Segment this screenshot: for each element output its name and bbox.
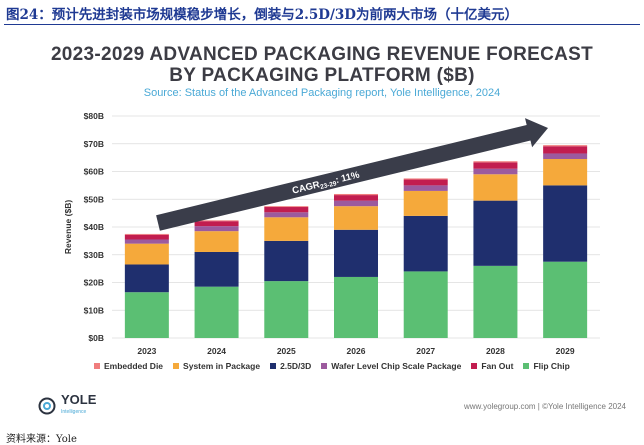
x-tick-label: 2024 bbox=[207, 346, 226, 356]
legend-label: System in Package bbox=[183, 361, 261, 371]
x-tick-label: 2028 bbox=[486, 346, 505, 356]
chart-title-line-2: BY PACKAGING PLATFORM ($B) bbox=[169, 65, 475, 86]
y-tick-label: $60B bbox=[84, 167, 104, 177]
bar-segment bbox=[194, 231, 239, 252]
bar-segment bbox=[473, 265, 518, 338]
bar-segment bbox=[543, 159, 588, 186]
x-tick-label: 2026 bbox=[347, 346, 366, 356]
x-tick-label: 2027 bbox=[416, 346, 435, 356]
legend-item: Wafer Level Chip Scale Package bbox=[321, 361, 461, 371]
legend-swatch bbox=[270, 363, 277, 369]
legend-item: Flip Chip bbox=[523, 361, 570, 371]
bar-segment bbox=[124, 243, 169, 265]
legend-swatch bbox=[94, 363, 100, 369]
x-tick-label: 2025 bbox=[277, 346, 296, 356]
y-tick-label: $40B bbox=[84, 222, 104, 232]
cagr-arrow-shape bbox=[156, 118, 548, 231]
logo-subtext: Intelligence bbox=[61, 409, 87, 415]
x-tick-label: 2029 bbox=[556, 346, 575, 356]
bar-segment bbox=[264, 217, 309, 241]
yole-logo-icon bbox=[38, 397, 56, 415]
bar-segment bbox=[264, 206, 309, 208]
bar-segment bbox=[403, 190, 448, 216]
footer-credit: www.yolegroup.com | ©Yole Intelligence 2… bbox=[464, 402, 626, 411]
bar-segment bbox=[124, 234, 169, 240]
bar-segment bbox=[124, 239, 169, 244]
bar-segment bbox=[543, 185, 588, 262]
legend-swatch bbox=[321, 363, 328, 369]
bar-segment bbox=[334, 193, 378, 196]
figure-title: 图24：预计先进封装市场规模稳步增长，倒装与2.5D/3D为前两大市场（十亿美元… bbox=[6, 7, 519, 23]
bar-segment bbox=[124, 264, 169, 293]
legend-label: Flip Chip bbox=[533, 361, 570, 371]
bar-segment bbox=[264, 240, 309, 282]
y-tick-label: $50B bbox=[84, 194, 104, 204]
bar-segment bbox=[403, 215, 448, 272]
bar-segment bbox=[543, 261, 588, 338]
bar-segment bbox=[194, 221, 239, 227]
bar-segment bbox=[403, 185, 448, 191]
bar-segment bbox=[543, 145, 588, 147]
legend-item: 2.5D/3D bbox=[270, 361, 311, 371]
chart-legend: Embedded Die System in Package 2.5D/3D Wafe… bbox=[94, 361, 634, 371]
title-divider bbox=[4, 24, 640, 25]
bar-segment bbox=[334, 276, 378, 338]
logo-name: YOLE bbox=[61, 392, 97, 407]
bar-segment bbox=[334, 195, 378, 201]
bar-segment bbox=[473, 168, 518, 175]
bar-segment bbox=[473, 174, 518, 201]
legend-swatch bbox=[471, 363, 478, 369]
bar-segment bbox=[403, 271, 448, 338]
bar-segment bbox=[194, 286, 239, 338]
bar-segment bbox=[334, 229, 378, 277]
legend-label: 2.5D/3D bbox=[280, 361, 312, 371]
chart-title-line-1: 2023-2029 ADVANCED PACKAGING REVENUE FOR… bbox=[50, 44, 594, 65]
bar-segment bbox=[194, 226, 239, 232]
bar-segment bbox=[194, 251, 239, 287]
bar-segment bbox=[264, 207, 309, 213]
y-tick-label: $10B bbox=[84, 305, 104, 315]
bar-segment bbox=[403, 179, 448, 186]
yole-logo: YOLE Intelligence bbox=[38, 392, 97, 418]
logo-wordmark: YOLE Intelligence bbox=[61, 392, 97, 418]
bar-segment bbox=[194, 220, 239, 222]
bar-segment bbox=[334, 206, 378, 230]
legend-swatch bbox=[173, 363, 180, 369]
bar-segment bbox=[543, 146, 588, 154]
legend-label: Embedded Die bbox=[104, 361, 164, 371]
legend-swatch bbox=[523, 363, 530, 369]
bar-segment bbox=[264, 212, 309, 218]
y-tick-label: $0B bbox=[88, 333, 104, 343]
bar-segment bbox=[124, 233, 169, 235]
bar-segment bbox=[473, 161, 518, 163]
cagr-arrow: CAGR23-29: 11% bbox=[156, 118, 548, 231]
source-note: 资料来源：Yole bbox=[6, 434, 77, 445]
bar-segment bbox=[473, 200, 518, 266]
y-tick-label: $30B bbox=[84, 250, 104, 260]
bar-segment bbox=[403, 178, 448, 180]
legend-label: Fan Out bbox=[481, 361, 514, 371]
legend-label: Wafer Level Chip Scale Package bbox=[331, 361, 462, 371]
y-tick-label: $20B bbox=[84, 278, 104, 288]
bar-segment bbox=[543, 153, 588, 160]
y-axis-label: Revenue ($B) bbox=[63, 200, 73, 254]
legend-item: System in Package bbox=[173, 361, 260, 371]
bar-segment bbox=[124, 292, 169, 338]
legend-item: Embedded Die bbox=[94, 361, 163, 371]
chart-subtitle: Source: Status of the Advanced Packaging… bbox=[143, 87, 501, 99]
y-tick-label: $80B bbox=[84, 111, 104, 121]
bar-segment bbox=[264, 281, 309, 338]
bar-segment bbox=[334, 200, 378, 207]
y-tick-label: $70B bbox=[84, 139, 104, 149]
legend-item: Fan Out bbox=[471, 361, 513, 371]
bar-segment bbox=[473, 162, 518, 169]
x-tick-label: 2023 bbox=[137, 346, 156, 356]
